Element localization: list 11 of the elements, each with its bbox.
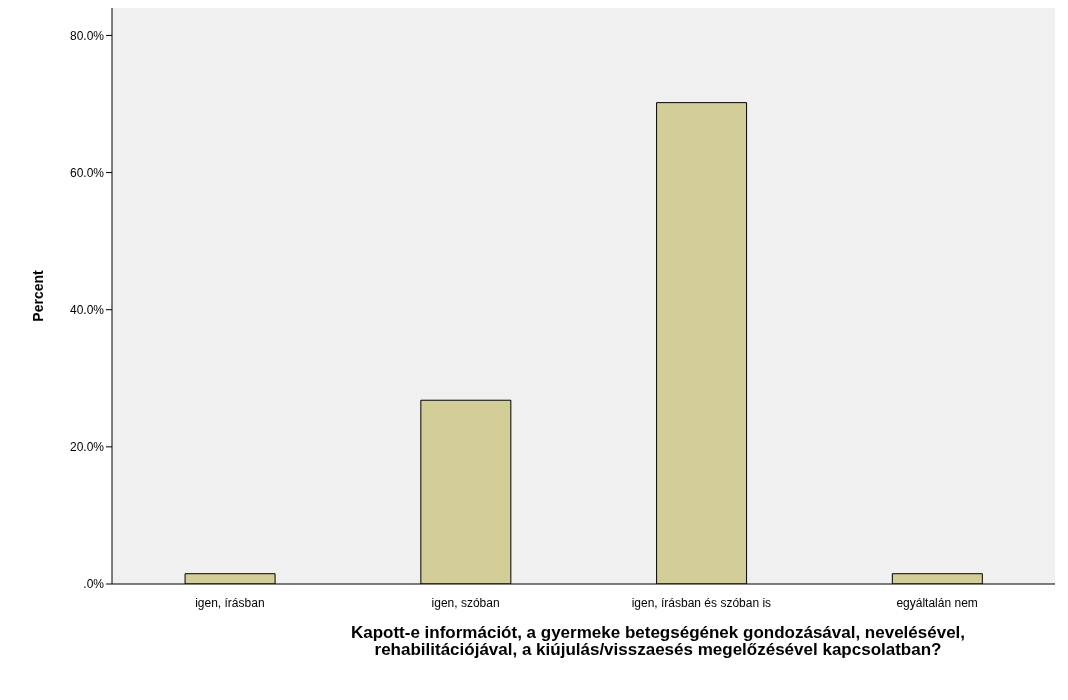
x-tick-label: igen, szóban — [431, 595, 500, 610]
y-tick-label: .0% — [83, 577, 105, 592]
x-tick-label: igen, írásban és szóban is — [631, 595, 772, 610]
y-tick-label: 40.0% — [69, 302, 105, 317]
x-axis-title: Kapott-e információt, a gyermeke betegségének gondozásával, nevelésével, rehabilitációjával, a kiújulás/visszaesés megelőzésével kapcsolatban? — [349, 623, 967, 659]
x-tick-label: igen, írásban — [195, 595, 265, 610]
y-tick-label: 60.0% — [69, 165, 105, 180]
y-tick-label: 20.0% — [69, 440, 105, 455]
x-tick-label: egyáltalán nem — [896, 595, 978, 610]
y-tick-label: 80.0% — [69, 28, 105, 43]
y-axis-title: Percent — [29, 269, 46, 322]
